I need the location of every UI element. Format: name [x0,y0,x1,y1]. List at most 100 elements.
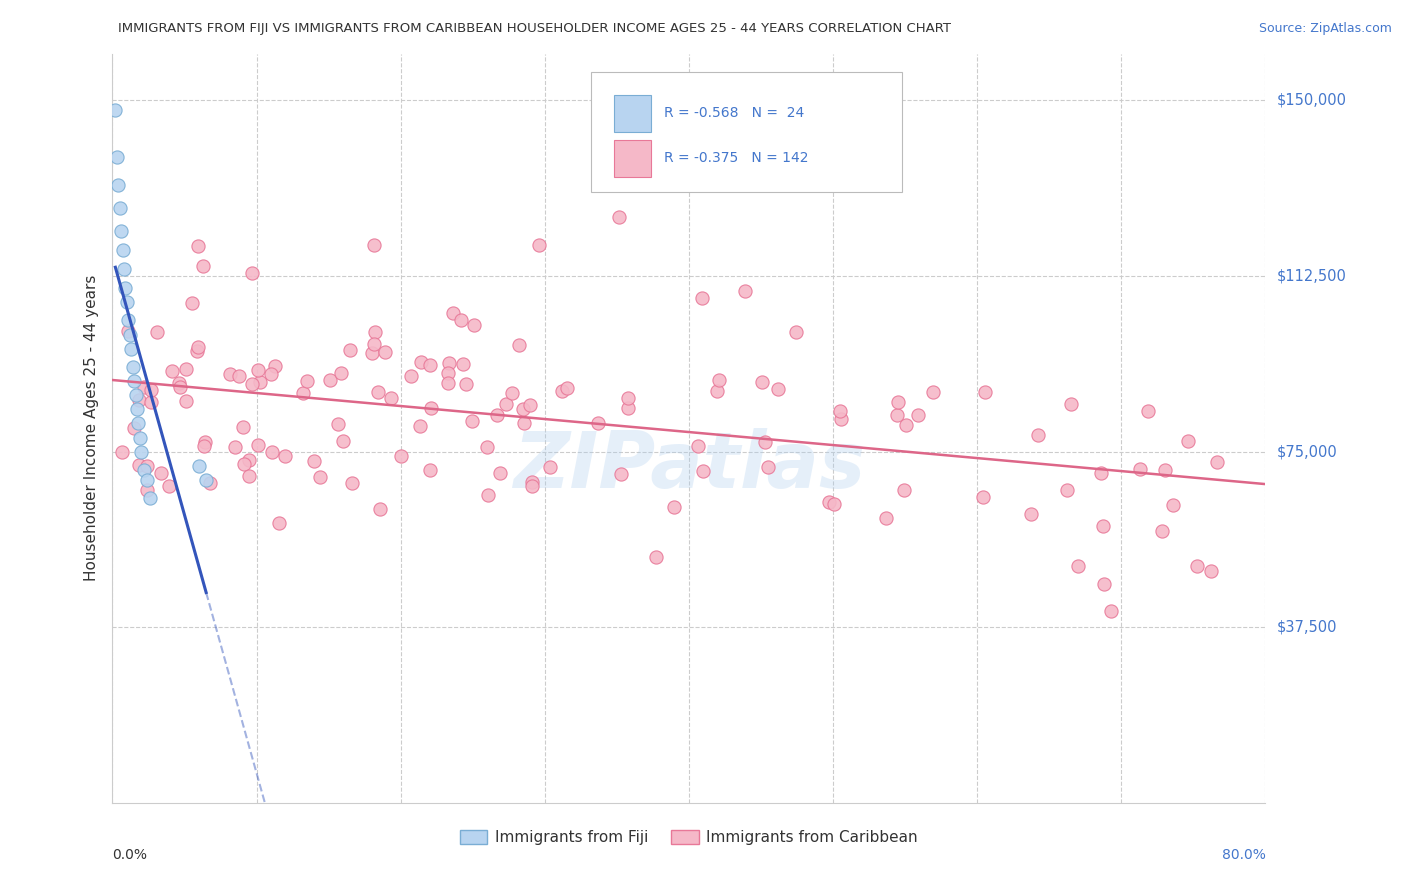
Point [141,383,163,397]
Text: 0.0%: 0.0% [112,847,148,862]
Point [419,359,441,373]
Point [830,411,852,425]
Point [645,549,668,564]
Point [150,466,173,480]
Point [107,178,129,192]
Point [1136,404,1159,418]
Point [443,306,465,320]
Text: ZIPatlas: ZIPatlas [513,427,865,504]
Point [121,360,143,375]
Point [456,377,478,392]
Point [187,239,209,253]
Point [409,355,432,369]
Point [249,375,271,389]
Point [751,375,773,389]
Point [246,438,269,452]
Point [893,483,915,497]
Point [1067,558,1090,573]
Point [519,398,541,412]
Point [194,434,217,449]
Point [238,468,260,483]
Point [706,384,728,398]
Point [688,439,710,453]
Point [302,454,325,468]
Point [1019,507,1042,521]
Text: R = -0.375   N = 142: R = -0.375 N = 142 [664,152,808,165]
Point [529,237,551,252]
Point [232,457,254,471]
Y-axis label: Householder Income Ages 25 - 44 years: Householder Income Ages 25 - 44 years [83,275,98,582]
Text: $150,000: $150,000 [1277,93,1347,108]
Point [240,266,263,280]
Point [319,373,342,387]
Point [768,383,790,397]
Point [193,440,215,454]
Point [188,458,211,473]
Point [489,466,512,480]
Point [309,469,332,483]
Point [1185,558,1208,573]
Point [538,460,561,475]
Point [114,281,136,295]
Point [512,402,534,417]
Point [887,395,910,409]
Point [157,479,180,493]
Text: $75,000: $75,000 [1277,444,1337,459]
Point [785,325,807,339]
Point [340,475,363,490]
Point [111,445,134,459]
Point [363,336,385,351]
Point [461,414,484,428]
Point [160,364,183,378]
Point [224,440,246,454]
Point [1129,462,1152,476]
Point [141,395,163,409]
Point [513,416,536,430]
Point [228,368,250,383]
Point [758,460,780,475]
Point [262,445,284,459]
Point [1206,455,1229,469]
Point [136,483,159,497]
FancyBboxPatch shape [614,140,651,178]
Point [922,385,945,400]
Point [195,473,218,487]
Point [128,392,150,407]
Point [128,458,150,472]
Point [120,342,142,356]
Point [125,402,148,417]
Point [374,344,396,359]
Point [389,450,412,464]
Point [117,313,139,327]
Point [1092,518,1115,533]
Point [104,103,127,117]
Point [360,346,382,360]
Point [174,361,197,376]
Point [551,384,574,399]
Point [1153,463,1175,477]
Point [692,291,714,305]
Point [105,150,128,164]
FancyBboxPatch shape [614,95,651,132]
Point [134,463,156,477]
Point [110,225,132,239]
Point [1161,499,1184,513]
Point [174,394,197,409]
Point [292,386,315,401]
Point [974,384,997,399]
Point [610,467,633,481]
Point [453,357,475,371]
Point [754,434,776,449]
Point [1026,427,1049,442]
Point [692,464,714,478]
Point [419,463,441,477]
Point [520,475,543,489]
Point [437,366,460,380]
Point [198,475,221,490]
Point [450,313,472,327]
Point [1152,524,1174,538]
Point [135,459,157,474]
Point [368,502,391,516]
Point [586,417,609,431]
Point [129,444,153,458]
